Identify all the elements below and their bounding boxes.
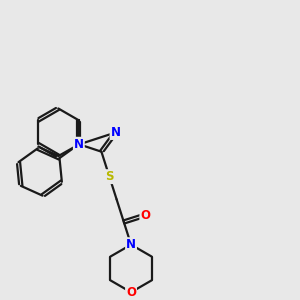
- Text: N: N: [110, 126, 121, 139]
- Text: N: N: [126, 238, 136, 251]
- Text: O: O: [140, 208, 150, 222]
- Text: O: O: [126, 286, 136, 299]
- Text: N: N: [74, 138, 84, 151]
- Text: S: S: [105, 170, 114, 183]
